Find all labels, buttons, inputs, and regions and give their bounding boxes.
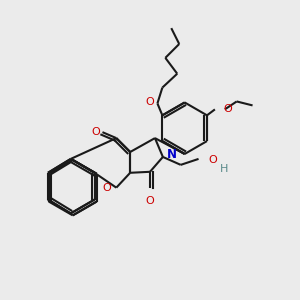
Text: O: O <box>224 104 233 114</box>
Text: O: O <box>145 98 154 107</box>
Text: O: O <box>91 127 100 137</box>
Text: H: H <box>220 164 229 174</box>
Text: N: N <box>167 148 177 161</box>
Text: O: O <box>102 183 111 193</box>
Text: O: O <box>208 155 217 165</box>
Text: O: O <box>146 196 154 206</box>
